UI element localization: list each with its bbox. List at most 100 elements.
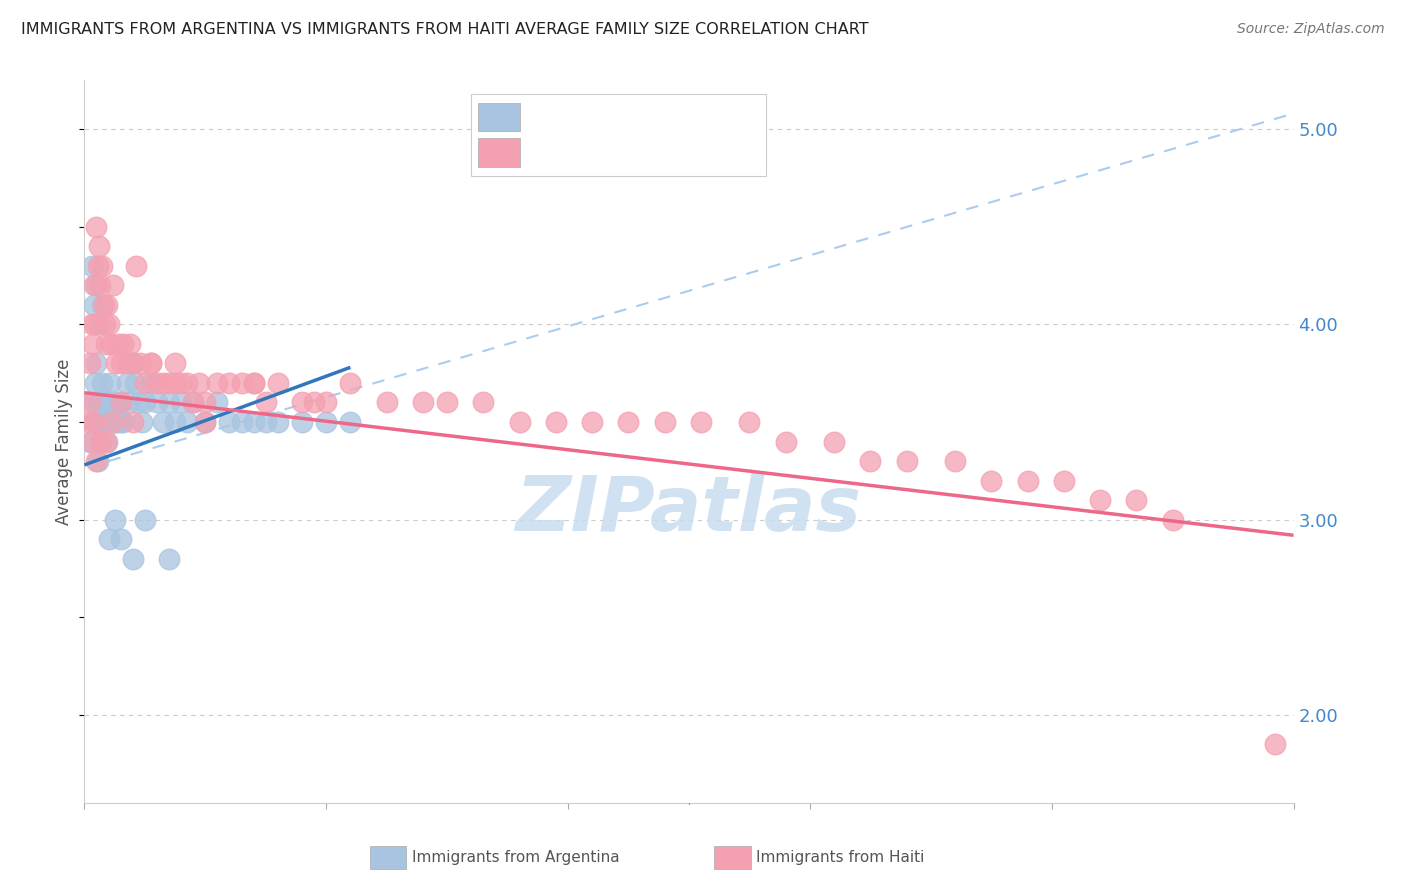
Point <box>176 415 198 429</box>
Point <box>86 415 108 429</box>
Point <box>509 415 531 429</box>
Point <box>207 376 229 390</box>
Text: 66: 66 <box>678 105 703 123</box>
Point <box>146 376 169 390</box>
Point <box>1264 737 1286 751</box>
Point <box>82 337 104 351</box>
Point <box>93 415 115 429</box>
Point <box>1161 513 1184 527</box>
Point <box>242 376 264 390</box>
Point <box>86 356 108 370</box>
Point <box>104 356 127 370</box>
Point <box>152 415 174 429</box>
Point <box>139 356 162 370</box>
Point <box>97 415 120 429</box>
Text: N =: N = <box>637 105 673 123</box>
Point <box>83 278 105 293</box>
Point <box>94 318 117 332</box>
Point <box>690 415 713 429</box>
Text: R =: R = <box>527 140 564 158</box>
Point <box>254 415 277 429</box>
Point <box>544 415 567 429</box>
Point <box>157 395 180 409</box>
Point <box>139 356 162 370</box>
Point <box>91 259 114 273</box>
Point <box>101 415 124 429</box>
Point <box>124 376 146 390</box>
Text: 84: 84 <box>678 140 703 158</box>
Point <box>267 376 290 390</box>
Point <box>94 395 117 409</box>
Point <box>86 454 108 468</box>
Text: N =: N = <box>637 140 673 158</box>
Point <box>375 395 398 409</box>
Point <box>121 551 143 566</box>
Point <box>103 278 125 293</box>
Point <box>90 434 112 449</box>
Point <box>86 454 108 468</box>
Point <box>121 356 143 370</box>
Point <box>194 415 217 429</box>
Text: Source: ZipAtlas.com: Source: ZipAtlas.com <box>1237 22 1385 37</box>
Point <box>118 395 141 409</box>
Point <box>91 415 114 429</box>
Point <box>302 395 325 409</box>
Point <box>128 395 150 409</box>
Point <box>339 415 361 429</box>
Point <box>80 259 103 273</box>
Point <box>87 415 110 429</box>
Point <box>170 376 193 390</box>
Point <box>110 395 132 409</box>
Point <box>896 454 918 468</box>
Point <box>93 298 115 312</box>
Point <box>654 415 676 429</box>
Point <box>77 415 100 429</box>
Point <box>412 395 434 409</box>
Point <box>267 415 290 429</box>
Point <box>165 415 187 429</box>
Point <box>98 376 121 390</box>
Point <box>115 356 138 370</box>
Point <box>86 278 108 293</box>
Point <box>207 395 229 409</box>
Point <box>943 454 966 468</box>
Point <box>165 356 187 370</box>
Point <box>139 376 162 390</box>
Point <box>125 259 148 273</box>
Point <box>134 395 156 409</box>
Point <box>242 415 264 429</box>
Point <box>79 356 101 370</box>
Point <box>1125 493 1147 508</box>
Text: -0.236: -0.236 <box>572 140 637 158</box>
Point <box>84 376 107 390</box>
Point <box>100 395 122 409</box>
Point <box>79 395 101 409</box>
Point <box>83 395 105 409</box>
Point <box>231 376 253 390</box>
Point <box>87 318 110 332</box>
Point <box>980 474 1002 488</box>
Point <box>101 415 124 429</box>
Point <box>97 318 120 332</box>
Point <box>291 395 314 409</box>
Point <box>107 337 129 351</box>
Point <box>80 318 103 332</box>
Point <box>83 415 105 429</box>
Point <box>82 415 104 429</box>
Point <box>110 356 132 370</box>
Point <box>89 434 111 449</box>
Point <box>79 434 101 449</box>
Point <box>218 415 240 429</box>
Point <box>165 376 187 390</box>
Point <box>472 395 495 409</box>
Point <box>91 298 114 312</box>
Point <box>738 415 761 429</box>
Text: R =: R = <box>527 105 564 123</box>
Point <box>112 415 135 429</box>
Point <box>188 376 211 390</box>
Y-axis label: Average Family Size: Average Family Size <box>55 359 73 524</box>
Point <box>242 376 264 390</box>
Point <box>121 356 143 370</box>
Point <box>104 415 127 429</box>
Point <box>86 395 108 409</box>
